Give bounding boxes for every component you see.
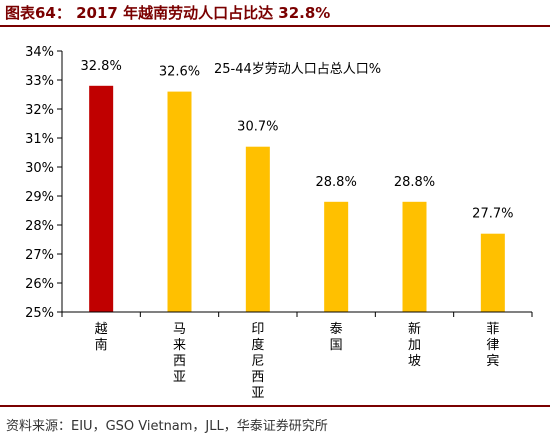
bar-chart: 25% 26% 27% 28% 29% 30% 31% 32% 33% 34% 32.8% 32.6…: [25, 45, 533, 401]
y-tick-label: 34%: [25, 45, 54, 60]
y-tick-label: 25%: [25, 306, 54, 321]
x-category-label-char: 来: [173, 338, 186, 353]
x-category-label-char: 泰: [330, 322, 343, 337]
bar-5: [402, 201, 427, 312]
source-note: 资料来源：EIU，GSO Vietnam，JLL，华泰证券研究所: [6, 419, 328, 434]
bar-2: [167, 91, 192, 312]
y-tick-label: 31%: [25, 132, 54, 147]
y-tick-label: 28%: [25, 219, 54, 234]
bar-value-label: 32.8%: [81, 59, 122, 74]
y-tick-label: 33%: [25, 74, 54, 89]
x-category-label-char: 马: [173, 322, 186, 337]
x-category-label-char: 宾: [486, 353, 499, 369]
y-tick-label: 27%: [25, 248, 54, 263]
y-tick-label: 32%: [25, 103, 54, 118]
source-bar: 资料来源：EIU，GSO Vietnam，JLL，华泰证券研究所: [0, 405, 550, 437]
x-category-label-char: 尼: [251, 354, 264, 369]
x-category-label-char: 度: [251, 337, 264, 353]
bar-value-label: 27.7%: [472, 207, 513, 222]
bar-value-label: 28.8%: [394, 175, 435, 190]
x-category-label-char: 南: [95, 337, 108, 353]
y-tick-label: 30%: [25, 161, 54, 176]
bar-3: [245, 146, 270, 312]
bar-value-label: 30.7%: [237, 120, 278, 135]
x-category-label-char: 亚: [173, 370, 186, 385]
x-category-label-char: 西: [251, 370, 264, 385]
x-category-label-char: 印: [251, 322, 264, 337]
bars: 32.8% 32.6% 30.7% 28.8% 28.8% 27.7%: [81, 59, 513, 312]
bar-value-label: 28.8%: [316, 175, 357, 190]
figure-title-bar: 图表64： 2017 年越南劳动人口占比达 32.8%: [0, 0, 550, 27]
bar-4: [324, 201, 349, 312]
x-category-label-char: 律: [486, 338, 499, 353]
bar-6: [480, 233, 505, 312]
bar-value-label: 32.6%: [159, 65, 200, 80]
x-category-label-char: 西: [173, 354, 186, 369]
chart-annotation: 25-44岁劳动人口占总人口%: [214, 61, 381, 77]
y-axis: 25% 26% 27% 28% 29% 30% 31% 32% 33% 34%: [25, 45, 63, 321]
y-tick-label: 29%: [25, 190, 54, 205]
x-category-label-char: 加: [408, 338, 421, 353]
bar-1: [89, 85, 114, 312]
x-category-label-char: 国: [330, 338, 343, 353]
x-category-label-char: 新: [408, 321, 421, 337]
x-category-label-char: 越: [95, 322, 108, 337]
x-category-label-char: 菲: [486, 322, 499, 337]
x-category-label-char: 亚: [251, 386, 264, 401]
figure-title: 图表64： 2017 年越南劳动人口占比达 32.8%: [5, 4, 331, 22]
x-category-label-char: 坡: [408, 354, 421, 369]
y-tick-label: 26%: [25, 277, 54, 292]
